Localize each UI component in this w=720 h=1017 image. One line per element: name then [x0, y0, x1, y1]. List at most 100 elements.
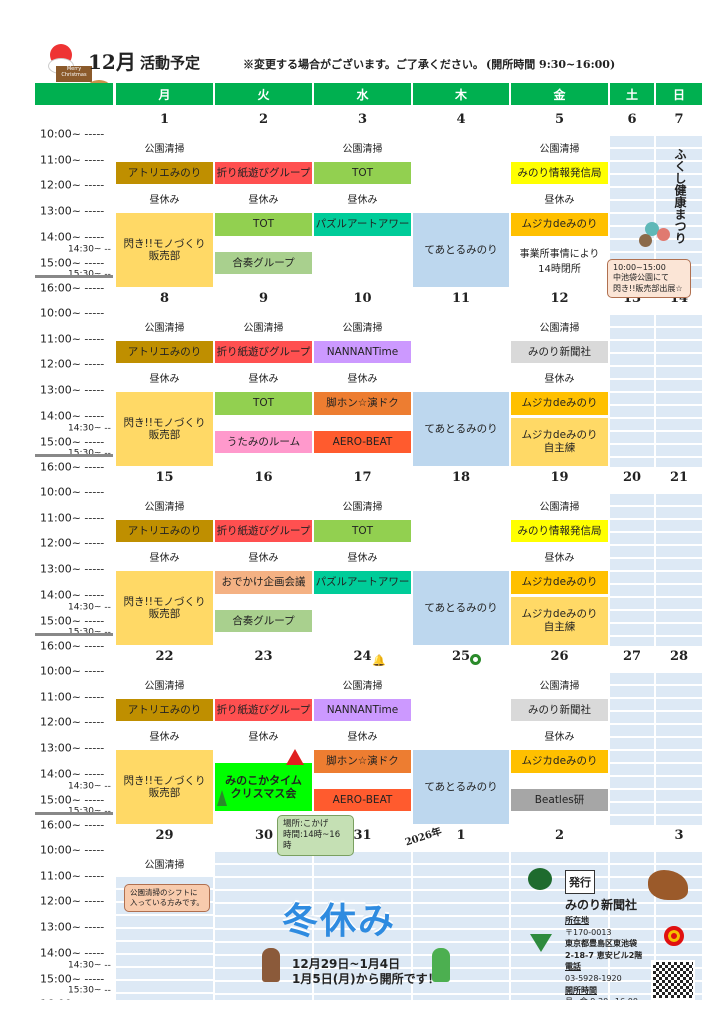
activity-block[interactable]: うたみのルーム	[215, 430, 312, 454]
schedule-note: 昼休み	[149, 374, 180, 386]
time-label: 10:00~ -----	[40, 843, 105, 857]
schedule-note: 昼休み	[149, 732, 180, 744]
activity-block[interactable]: 合奏グループ	[215, 251, 312, 275]
week-separator	[35, 454, 113, 457]
activity-block[interactable]: 脚ホン☆演ドク	[314, 750, 411, 773]
festival-title: ふくし健康まつり	[673, 148, 687, 244]
activity-block[interactable]: 折り紙遊びグループ	[215, 340, 312, 364]
schedule-note: 昼休み	[149, 553, 180, 565]
activity-block[interactable]: TOT	[215, 392, 312, 415]
date-number: 21	[669, 470, 689, 485]
activity-block[interactable]: ムジカdeみのり	[511, 213, 608, 236]
date-number: 28	[669, 649, 689, 664]
activity-block[interactable]: TOT	[215, 213, 312, 236]
date-number: 8	[159, 291, 170, 306]
date-number: 17	[353, 470, 372, 485]
date-number: 31	[353, 828, 372, 843]
schedule-note: 昼休み	[544, 195, 575, 207]
date-number: 5	[554, 112, 565, 127]
activity-block[interactable]: みのり情報発信局	[511, 161, 608, 185]
activity-block[interactable]: 脚ホン☆演ドク	[314, 392, 411, 415]
activity-block[interactable]: 折り紙遊びグループ	[215, 698, 312, 722]
activity-block[interactable]: 閃き!!モノづくり 販売部	[116, 213, 213, 288]
time-label: 12:00~ -----	[40, 357, 105, 371]
date-number: 10	[353, 291, 372, 306]
date-number: 3	[674, 828, 684, 843]
date-number: 22	[155, 649, 174, 664]
activity-block[interactable]: パズルアートアワー	[314, 213, 411, 236]
activity-block[interactable]: 合奏グループ	[215, 609, 312, 633]
activity-block[interactable]: AERO-BEAT	[314, 430, 411, 454]
time-label: 14:00~ -----	[40, 588, 105, 602]
publisher-info: みのり新聞社 所在地 〒170-0013 東京都豊島区東池袋 2-18-7 恵安…	[565, 896, 642, 1008]
time-label: 13:00~ -----	[40, 562, 105, 576]
activity-block[interactable]: てあとるみのり	[413, 392, 509, 467]
activity-block[interactable]: AERO-BEAT	[314, 788, 411, 812]
plum-flower-icon	[664, 926, 684, 946]
activity-block[interactable]: TOT	[314, 161, 411, 185]
activity-block[interactable]: 閃き!!モノづくり 販売部	[116, 571, 213, 646]
activity-block[interactable]: 閃き!!モノづくり 販売部	[116, 750, 213, 825]
activity-block[interactable]: Beatles研	[511, 788, 608, 812]
activity-block[interactable]: みのり情報発信局	[511, 519, 608, 543]
schedule-note: 公園清掃	[144, 322, 185, 334]
time-label: 15:30~ --	[68, 449, 111, 459]
festival-callout: 10:00~15:00 中池袋公園にて 閃き!!販売部出展☆	[607, 259, 691, 299]
activity-block[interactable]: ムジカdeみのり	[511, 571, 608, 594]
activity-block[interactable]: みのこかタイム クリスマス会	[215, 762, 312, 812]
activity-block[interactable]: みのり新聞社	[511, 340, 608, 364]
activity-block[interactable]: ムジカdeみのり 自主練	[511, 596, 608, 646]
activity-block[interactable]: アトリエみのり	[116, 519, 213, 543]
balls-icon	[637, 222, 677, 250]
activity-block[interactable]: 閃き!!モノづくり 販売部	[116, 392, 213, 467]
time-label: 10:00~ -----	[40, 306, 105, 320]
activity-block[interactable]: アトリエみのり	[116, 698, 213, 722]
activity-block[interactable]: おでかけ企画会議	[215, 571, 312, 594]
weekday-header: 火	[215, 83, 312, 105]
activity-block[interactable]: NANNANTime	[314, 698, 411, 722]
winter-break-title: 冬休み	[282, 901, 397, 942]
date-number: 25	[451, 649, 471, 664]
activity-block[interactable]: TOT	[314, 519, 411, 543]
date-number: 15	[155, 470, 174, 485]
time-label: 14:30~ --	[68, 781, 111, 792]
phone-number: 03-5928-1920	[565, 973, 622, 983]
date-number: 27	[622, 649, 642, 664]
activity-block[interactable]: 折り紙遊びグループ	[215, 519, 312, 543]
schedule-note: 公園清掃	[243, 322, 284, 334]
schedule-note: 公園清掃	[342, 680, 383, 692]
activity-block[interactable]: アトリエみのり	[116, 161, 213, 185]
activity-block[interactable]: ムジカdeみのり 自主練	[511, 417, 608, 467]
xmas-party-callout: 場所:こかげ 時間:14時~16時	[277, 815, 354, 857]
schedule-note: 公園清掃	[144, 859, 185, 871]
activity-block[interactable]: アトリエみのり	[116, 340, 213, 364]
time-label: 12:00~ -----	[40, 536, 105, 550]
schedule-note: 公園清掃	[342, 143, 383, 155]
activity-block[interactable]: ムジカdeみのり	[511, 750, 608, 773]
activity-block[interactable]: 折り紙遊びグループ	[215, 161, 312, 185]
time-label: 13:00~ -----	[40, 741, 105, 755]
activity-block[interactable]: ムジカdeみのり	[511, 392, 608, 415]
schedule-note: 昼休み	[248, 732, 279, 744]
child-left-illustration	[262, 948, 280, 982]
weekday-header: 木	[413, 83, 509, 105]
activity-block[interactable]: てあとるみのり	[413, 571, 509, 646]
time-label: 15:30~ --	[68, 270, 111, 280]
activity-block[interactable]: みのり新聞社	[511, 698, 608, 722]
reopen-notice: 1月5日(月)から開所です！	[292, 972, 440, 986]
publisher-name: みのり新聞社	[565, 898, 638, 912]
activity-block[interactable]: てあとるみのり	[413, 213, 509, 288]
time-label: 14:00~ -----	[40, 767, 105, 781]
page-title: 活動予定	[140, 54, 201, 72]
time-label: 14:30~ --	[68, 602, 111, 613]
date-number: 1	[456, 828, 466, 843]
activity-block[interactable]: NANNANTime	[314, 340, 411, 364]
date-number: 20	[622, 470, 642, 485]
activity-block[interactable]: パズルアートアワー	[314, 571, 411, 594]
qr-code[interactable]	[651, 960, 695, 1000]
activity-block[interactable]: てあとるみのり	[413, 750, 509, 825]
holiday-background	[610, 852, 654, 1002]
publisher-badge: 発行	[565, 870, 595, 894]
schedule-note: 昼休み	[347, 732, 378, 744]
time-label: 15:00~ -----	[40, 614, 105, 627]
